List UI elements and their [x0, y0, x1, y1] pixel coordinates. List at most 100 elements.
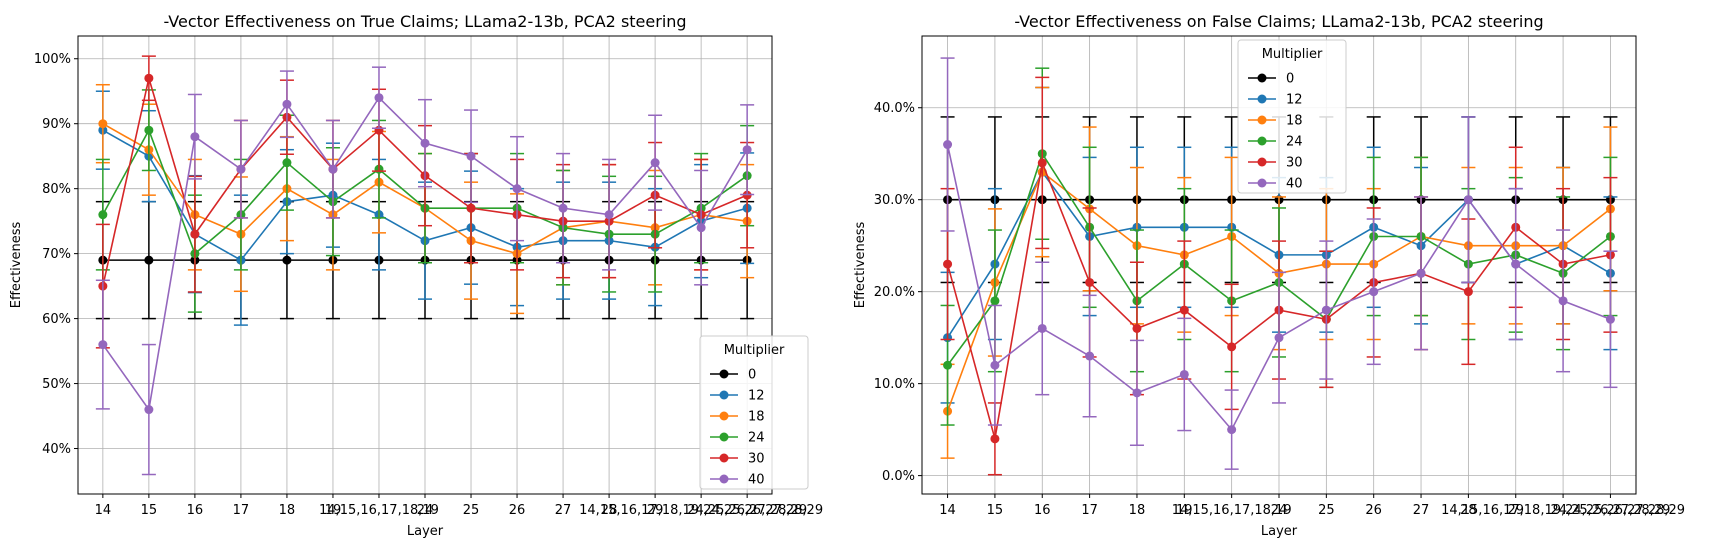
data-point — [282, 158, 292, 168]
y-tick-label: 80% — [42, 182, 71, 197]
y-tick-label: 40.0% — [874, 101, 915, 116]
y-axis-label: Effectiveness — [9, 222, 24, 309]
legend-marker — [719, 453, 729, 463]
x-tick-label: 26 — [1365, 503, 1382, 518]
data-point — [1605, 314, 1615, 324]
data-point — [990, 434, 1000, 444]
legend-label: 30 — [1286, 156, 1303, 171]
y-tick-label: 0.0% — [882, 469, 915, 484]
data-point — [1321, 305, 1331, 315]
x-tick-label: 19 — [1176, 503, 1193, 518]
data-point — [1558, 296, 1568, 306]
series-group — [95, 55, 755, 476]
data-point — [236, 164, 246, 174]
legend-marker — [1257, 157, 1267, 167]
data-point — [1179, 305, 1189, 315]
data-point — [190, 229, 200, 239]
y-tick-label: 90% — [42, 117, 71, 132]
data-point — [420, 138, 430, 148]
data-point — [98, 210, 108, 220]
data-point — [943, 140, 953, 150]
legend-marker — [719, 411, 729, 421]
x-tick-label: 19 — [325, 503, 342, 518]
legend-label: 18 — [748, 410, 765, 425]
chart-title: -Vector Effectiveness on False Claims; L… — [1014, 12, 1543, 31]
legend-marker — [719, 432, 729, 442]
legend-marker — [1257, 115, 1267, 125]
x-tick-label: 25 — [463, 503, 480, 518]
data-point — [1085, 277, 1095, 287]
data-point — [1132, 388, 1142, 398]
data-point — [742, 145, 752, 155]
data-point — [282, 255, 292, 265]
x-tick-label: 14,15,16,17,18,19,24,25,26,27,28,29 — [1441, 503, 1685, 518]
legend-label: 30 — [748, 452, 765, 467]
y-tick-label: 10.0% — [874, 377, 915, 392]
data-point — [943, 259, 953, 269]
data-point — [98, 340, 108, 350]
legend: Multiplier 0 12 18 24 30 40 — [1237, 39, 1347, 194]
data-point — [1227, 425, 1237, 435]
y-axis-label: Effectiveness — [853, 222, 868, 309]
legend-label: 24 — [748, 431, 765, 446]
data-point — [1511, 259, 1521, 269]
data-point — [144, 73, 154, 83]
y-tick-label: 30.0% — [874, 193, 915, 208]
x-tick-label: 29 — [647, 503, 664, 518]
x-tick-label: 18 — [279, 503, 296, 518]
y-tick-label: 60% — [42, 312, 71, 327]
data-point — [604, 210, 614, 220]
data-point — [374, 93, 384, 103]
x-tick-label: 18 — [1129, 503, 1146, 518]
data-point — [943, 360, 953, 370]
data-point — [466, 203, 476, 213]
data-point — [1037, 158, 1047, 168]
x-axis-label: Layer — [1261, 524, 1298, 539]
x-tick-label: 28 — [1460, 503, 1477, 518]
data-point — [1463, 195, 1473, 205]
x-tick-label: 14,15,16,17,18,19 — [319, 503, 439, 518]
data-point — [1369, 287, 1379, 297]
data-point — [144, 405, 154, 415]
data-point — [1132, 323, 1142, 333]
legend-marker — [1257, 178, 1267, 188]
y-tick-label: 40% — [42, 442, 71, 457]
legend: Multiplier 0 12 18 24 30 40 — [699, 335, 809, 490]
legend-label: 0 — [748, 368, 756, 383]
x-tick-label: 28 — [601, 503, 618, 518]
x-tick-label: 27 — [555, 503, 572, 518]
legend-label: 12 — [1286, 93, 1303, 108]
data-point — [328, 164, 338, 174]
x-tick-label: 24,25,26,27,28,29 — [687, 503, 807, 518]
series-40 — [940, 57, 1618, 470]
data-point — [1085, 351, 1095, 361]
x-tick-label: 24 — [1271, 503, 1288, 518]
legend-marker — [1257, 73, 1267, 83]
legend-marker — [719, 390, 729, 400]
legend-label: 40 — [1286, 177, 1303, 192]
x-tick-label: 14 — [939, 503, 956, 518]
legend-marker — [719, 369, 729, 379]
data-point — [696, 223, 706, 233]
legend-label: 24 — [1286, 135, 1303, 150]
x-axis-label: Layer — [407, 524, 444, 539]
y-tick-label: 70% — [42, 247, 71, 262]
data-point — [1463, 287, 1473, 297]
legend-label: 18 — [1286, 114, 1303, 129]
data-point — [190, 132, 200, 142]
legend-marker — [1257, 136, 1267, 146]
data-point — [650, 158, 660, 168]
data-point — [144, 125, 154, 135]
data-point — [98, 119, 108, 129]
data-point — [1037, 323, 1047, 333]
data-point — [282, 99, 292, 109]
legend-marker — [719, 474, 729, 484]
data-point — [990, 296, 1000, 306]
x-tick-label: 16 — [1034, 503, 1051, 518]
legend-title: Multiplier — [1262, 47, 1323, 62]
x-tick-label: 15 — [987, 503, 1004, 518]
data-point — [1179, 369, 1189, 379]
x-tick-label: 24 — [417, 503, 434, 518]
